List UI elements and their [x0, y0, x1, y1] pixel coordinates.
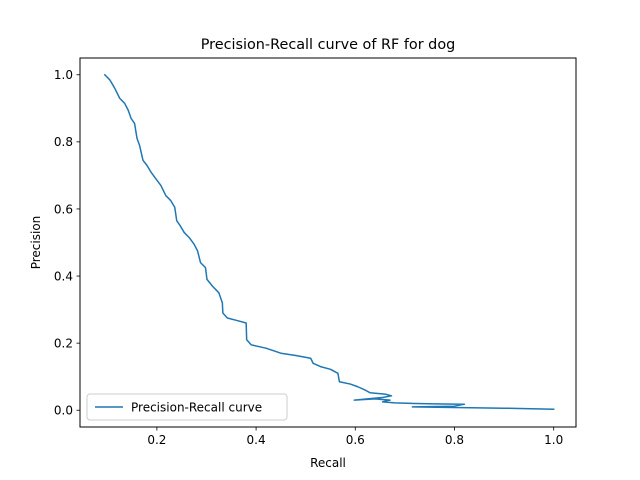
legend-box: [86, 393, 288, 421]
chart-title: Precision-Recall curve of RF for dog: [201, 37, 456, 53]
x-axis-label: Recall: [310, 456, 346, 470]
y-tick-label: 0.0: [54, 404, 73, 418]
legend: Precision-Recall curve: [86, 393, 288, 421]
plot-area: [103, 73, 555, 410]
x-tick-label: 0.2: [147, 433, 166, 447]
x-tick-label: 0.6: [346, 433, 365, 447]
y-tick-label: 0.4: [54, 269, 73, 283]
plot-frame: [79, 57, 577, 428]
y-axis-label: Precision: [29, 216, 43, 270]
y-tick-label: 0.6: [54, 202, 73, 216]
y-tick-label: 0.2: [54, 336, 73, 350]
x-tick-label: 0.4: [247, 433, 266, 447]
y-tick-label: 1.0: [54, 68, 73, 82]
pr-curve-line: [103, 73, 555, 410]
x-tick-label: 1.0: [544, 433, 563, 447]
y-axis-ticks: 0.0 0.2 0.4 0.6 0.8 1.0: [54, 68, 80, 418]
legend-label: Precision-Recall curve: [131, 401, 262, 415]
x-tick-label: 0.8: [445, 433, 464, 447]
y-tick-label: 0.8: [54, 135, 73, 149]
x-axis-ticks: 0.2 0.4 0.6 0.8 1.0: [147, 427, 563, 447]
